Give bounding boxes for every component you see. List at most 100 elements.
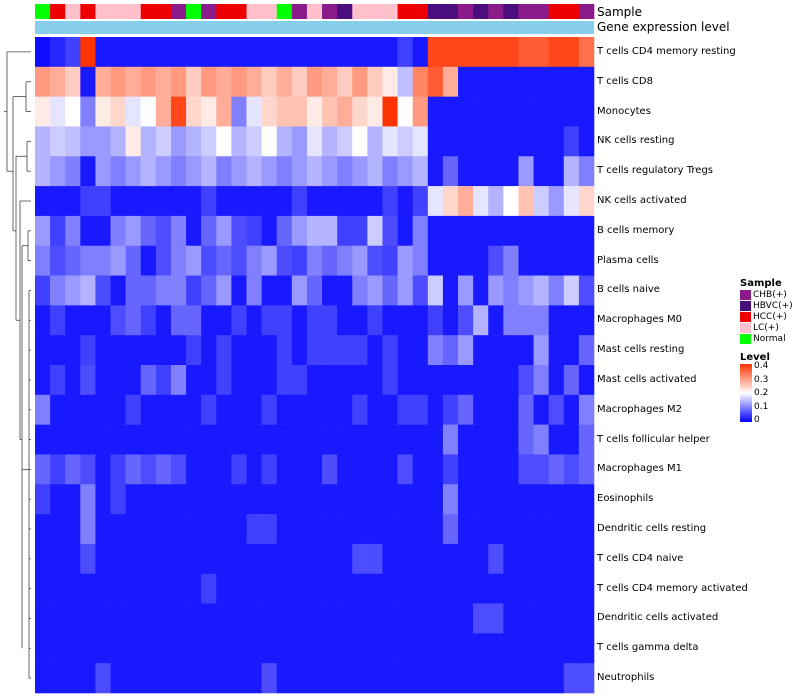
- heatmap-cell: [261, 573, 278, 604]
- heatmap-cell: [231, 305, 247, 336]
- heatmap-cell: [125, 275, 142, 306]
- heatmap-cell: [231, 215, 247, 247]
- heatmap-cell: [170, 603, 187, 634]
- heatmap-cell: [231, 663, 247, 694]
- heatmap-cell: [306, 484, 323, 515]
- heatmap-cell: [65, 66, 81, 97]
- heatmap-cell: [50, 573, 66, 604]
- heatmap-cell: [367, 156, 383, 187]
- heatmap-cell: [503, 37, 519, 68]
- heatmap-cell: [276, 186, 293, 217]
- heatmap-cell: [216, 156, 232, 187]
- heatmap-cell: [488, 573, 504, 604]
- heatmap-cell: [155, 514, 172, 545]
- heatmap-cell: [563, 275, 580, 306]
- heatmap-cell: [276, 245, 293, 276]
- sample-annotation-cell: [382, 4, 398, 19]
- heatmap-cell: [201, 275, 217, 306]
- heatmap-cell: [95, 66, 111, 97]
- legend-label: Normal: [753, 334, 786, 344]
- heatmap-cell: [518, 215, 534, 247]
- heatmap-cell: [458, 543, 474, 575]
- heatmap-cell: [488, 663, 504, 694]
- heatmap-cell: [352, 335, 368, 366]
- heatmap-cell: [488, 543, 504, 575]
- heatmap-cell: [291, 37, 308, 68]
- heatmap-cell: [155, 66, 172, 97]
- heatmap-cell: [155, 156, 172, 187]
- heatmap-cell: [80, 603, 96, 634]
- heatmap-cell: [473, 663, 489, 694]
- heatmap-cell: [397, 215, 414, 247]
- heatmap-cell: [276, 156, 293, 187]
- heatmap-cell: [488, 365, 504, 396]
- heatmap-cell: [110, 484, 126, 515]
- heatmap-cell: [488, 245, 504, 276]
- heatmap-cell: [50, 156, 66, 187]
- heatmap-cell: [367, 186, 383, 217]
- heatmap-cell: [412, 275, 429, 306]
- heatmap-cell: [367, 245, 383, 276]
- heatmap-cell: [170, 126, 187, 157]
- heatmap-cell: [186, 305, 202, 336]
- heatmap-cell: [503, 96, 519, 127]
- heatmap-cell: [442, 305, 459, 336]
- heatmap-cell: [488, 633, 504, 664]
- heatmap-cell: [458, 424, 474, 455]
- heatmap-cell: [291, 514, 308, 545]
- heatmap-cell: [95, 126, 111, 157]
- heatmap-cell: [231, 573, 247, 604]
- heatmap-cell: [503, 215, 519, 247]
- sample-annotation-cell: [216, 4, 232, 19]
- heatmap-cell: [65, 543, 81, 575]
- heatmap-cell: [337, 245, 353, 276]
- heatmap-cell: [95, 484, 111, 515]
- heatmap-cell: [155, 245, 172, 276]
- heatmap-cell: [397, 37, 414, 68]
- heatmap-cell: [503, 454, 519, 485]
- heatmap-cell: [412, 573, 429, 604]
- heatmap-cell: [458, 394, 474, 425]
- heatmap-cell: [488, 66, 504, 97]
- heatmap-cell: [140, 633, 157, 664]
- heatmap-cell: [563, 514, 580, 545]
- heatmap-cell: [231, 633, 247, 664]
- heatmap-cell: [276, 543, 293, 575]
- heatmap-cell: [442, 543, 459, 575]
- sample-annotation-cell: [125, 4, 142, 19]
- heatmap-cell: [95, 335, 111, 366]
- heatmap-cell: [50, 335, 66, 366]
- heatmap-cell: [291, 156, 308, 187]
- sample-annotation-cell: [578, 4, 595, 19]
- heatmap-cell: [35, 514, 51, 545]
- heatmap-cell: [110, 514, 126, 545]
- sample-annotation-cell: [291, 4, 308, 19]
- heatmap-cell: [110, 245, 126, 276]
- heatmap-cell: [518, 245, 534, 276]
- heatmap-cell: [458, 186, 474, 217]
- heatmap-cell: [216, 454, 232, 485]
- heatmap-cell: [80, 573, 96, 604]
- heatmap-cell: [140, 66, 157, 97]
- heatmap-cell: [201, 663, 217, 694]
- heatmap-cell: [578, 245, 595, 276]
- heatmap-cell: [125, 66, 142, 97]
- heatmap-cell: [110, 573, 126, 604]
- heatmap-cell: [397, 633, 414, 664]
- sample-annotation-cell: [276, 4, 293, 19]
- heatmap-cell: [322, 633, 338, 664]
- heatmap-cell: [170, 305, 187, 336]
- heatmap-cell: [110, 663, 126, 694]
- heatmap-cell: [201, 66, 217, 97]
- heatmap-cell: [50, 275, 66, 306]
- sample-annotation-cell: [246, 4, 262, 19]
- heatmap-cell: [291, 66, 308, 97]
- sample-annotation-cell: [367, 4, 383, 19]
- heatmap-cell: [503, 543, 519, 575]
- heatmap-cell: [427, 215, 444, 247]
- heatmap-cell: [352, 603, 368, 634]
- heatmap-cell: [95, 156, 111, 187]
- heatmap-cell: [473, 245, 489, 276]
- heatmap-cell: [261, 66, 278, 97]
- heatmap-cell: [231, 424, 247, 455]
